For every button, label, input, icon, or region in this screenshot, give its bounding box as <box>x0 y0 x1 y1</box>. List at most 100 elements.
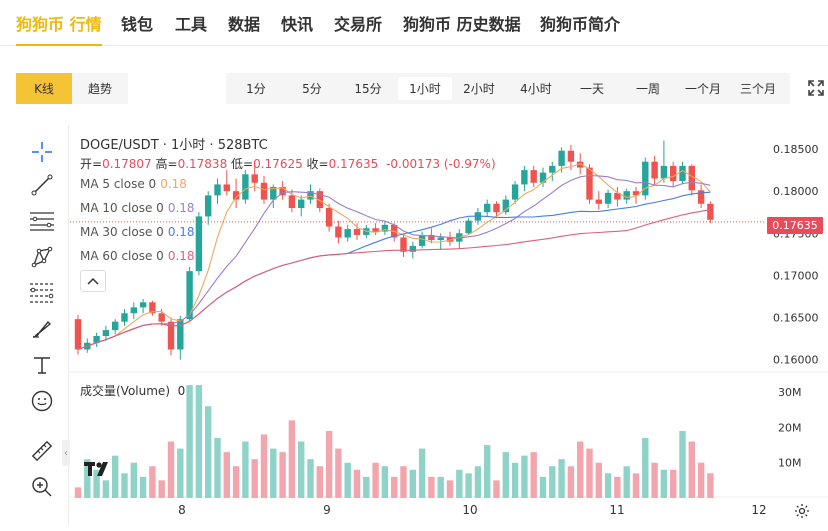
ma10-legend[interactable]: MA 10 close 0 0.18 <box>80 201 195 215</box>
candle-body <box>521 170 528 185</box>
nav-tab-intro[interactable]: 狗狗币简介 <box>540 15 621 34</box>
candle-body <box>484 203 491 213</box>
candle-body <box>660 165 668 179</box>
time-axis-tick: 10 <box>462 503 477 517</box>
low-value: 0.17625 <box>253 157 303 171</box>
chart-title: DOGE/USDT · 1小时 · 528BTC <box>80 138 268 153</box>
candle-body <box>604 192 612 204</box>
fullscreen-icon[interactable] <box>805 77 827 99</box>
volume-bar <box>391 476 398 498</box>
candle-body <box>316 191 323 208</box>
candle-body <box>260 182 268 200</box>
interval-1w[interactable]: 一周 <box>635 82 660 96</box>
collapse-legend-button[interactable] <box>80 270 106 292</box>
volume-bar <box>344 462 351 498</box>
volume-bar <box>539 476 547 498</box>
volume-bar <box>186 385 193 498</box>
interval-1mo[interactable]: 一个月 <box>684 82 721 96</box>
ma60-legend[interactable]: MA 60 close 0 0.18 <box>80 249 195 263</box>
nav-tab-market[interactable]: 狗狗币 行情 <box>16 15 102 34</box>
volume-bar <box>530 452 537 498</box>
nav-tab-exchanges[interactable]: 交易所 <box>334 15 383 34</box>
candle-body <box>381 224 389 232</box>
candle-body <box>511 184 519 200</box>
volume-axis-tick: 30M <box>778 386 802 399</box>
trend-line-icon[interactable] <box>22 170 62 200</box>
open-value: 0.17807 <box>102 157 152 171</box>
interval-15m[interactable]: 15分 <box>354 82 382 96</box>
zoom-in-icon[interactable] <box>22 472 62 502</box>
volume-bar <box>558 459 565 498</box>
candle-body <box>195 216 203 272</box>
volume-bar <box>102 480 110 498</box>
volume-bar <box>707 473 714 498</box>
volume-bar <box>167 441 175 498</box>
volume-bar <box>670 469 677 498</box>
interval-1m[interactable]: 1分 <box>246 82 266 96</box>
ma5-label: MA 5 close 0 <box>80 177 157 191</box>
candle-body <box>186 271 193 320</box>
volume-bar <box>316 466 323 498</box>
volume-bar <box>484 445 491 498</box>
volume-bar <box>456 469 463 498</box>
candle-body <box>139 302 147 308</box>
price-axis-tick: 0.16500 <box>773 311 819 324</box>
volume-bar <box>595 462 602 498</box>
chart-settings-icon[interactable] <box>793 502 811 520</box>
candle-body <box>623 191 630 200</box>
emoji-icon[interactable] <box>22 386 62 416</box>
fib-levels-icon[interactable] <box>22 278 62 308</box>
horizontal-lines-icon[interactable] <box>22 206 62 236</box>
volume-bar <box>139 476 147 498</box>
current-price-tag: 0.17635 <box>767 217 823 234</box>
time-axis-tick: 11 <box>609 503 624 517</box>
ma60-label: MA 60 close 0 <box>80 249 164 263</box>
volume-axis-tick: 10M <box>778 457 802 470</box>
ma5-legend[interactable]: MA 5 close 0 0.18 <box>80 177 187 191</box>
volume-bar <box>493 480 500 498</box>
nav-tab-news[interactable]: 快讯 <box>281 15 314 34</box>
interval-4h[interactable]: 4小时 <box>520 82 552 96</box>
interval-3mo[interactable]: 三个月 <box>739 82 776 96</box>
nav-tab-tools[interactable]: 工具 <box>175 15 208 34</box>
candle-body <box>307 191 314 200</box>
volume-bar <box>260 434 268 498</box>
nav-tab-history[interactable]: 狗狗币 历史数据 <box>403 15 521 34</box>
close-label: 收= <box>306 157 329 171</box>
volume-bar <box>549 466 556 498</box>
candle-body <box>205 195 212 217</box>
kline-button[interactable]: K线 <box>16 73 72 104</box>
volume-value: 0 <box>177 384 186 398</box>
nav-tab-wallet[interactable]: 钱包 <box>121 15 154 34</box>
candle-body <box>409 245 416 252</box>
candle-body <box>502 199 509 213</box>
chevron-up-icon <box>87 277 99 285</box>
ma60-value: 0.18 <box>167 249 195 263</box>
interval-5m[interactable]: 5分 <box>302 82 322 96</box>
interval-1d[interactable]: 一天 <box>579 82 604 96</box>
volume-bar <box>623 466 630 498</box>
interval-2h[interactable]: 2小时 <box>463 82 495 96</box>
crosshair-icon[interactable] <box>22 137 62 167</box>
volume-bar <box>679 430 686 498</box>
trend-button[interactable]: 趋势 <box>72 73 128 104</box>
brush-icon[interactable] <box>22 314 62 344</box>
volume-bar <box>511 462 519 498</box>
candle-body <box>298 199 305 208</box>
change-value: -0.00173 (-0.97%) <box>386 157 496 171</box>
candle-body <box>632 191 640 196</box>
volume-bar <box>567 466 575 498</box>
ruler-icon[interactable] <box>22 436 62 466</box>
volume-bar <box>502 452 509 498</box>
candle-body <box>149 302 156 314</box>
interval-1h[interactable]: 1小时 <box>398 77 452 100</box>
nav-tab-data[interactable]: 数据 <box>228 15 261 34</box>
text-icon[interactable] <box>22 350 62 380</box>
ma30-legend[interactable]: MA 30 close 0 0.18 <box>80 225 195 239</box>
candle-body <box>595 199 602 204</box>
price-axis-tick: 0.18000 <box>773 185 819 198</box>
pattern-icon[interactable] <box>22 242 62 272</box>
volume-bar <box>697 462 705 498</box>
collapse-toolbar-handle[interactable]: ‹ <box>62 440 70 466</box>
